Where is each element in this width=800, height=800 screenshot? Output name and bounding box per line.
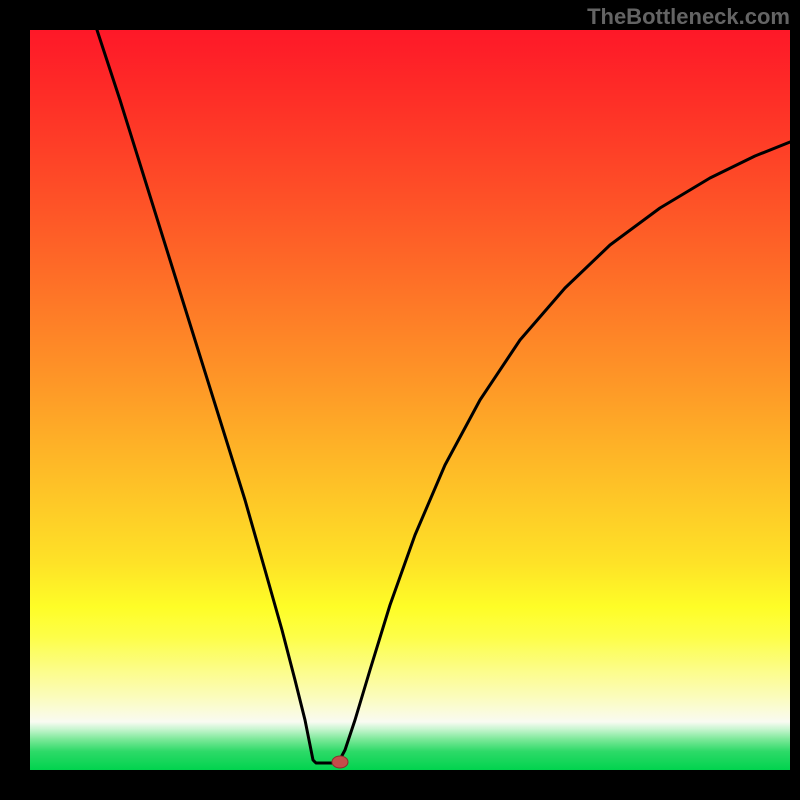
optimum-marker [332, 756, 348, 768]
attribution-text: TheBottleneck.com [587, 4, 790, 30]
gradient-background [30, 30, 790, 770]
chart-frame: TheBottleneck.com [0, 0, 800, 800]
chart-svg [30, 30, 790, 770]
plot-area [30, 30, 790, 770]
